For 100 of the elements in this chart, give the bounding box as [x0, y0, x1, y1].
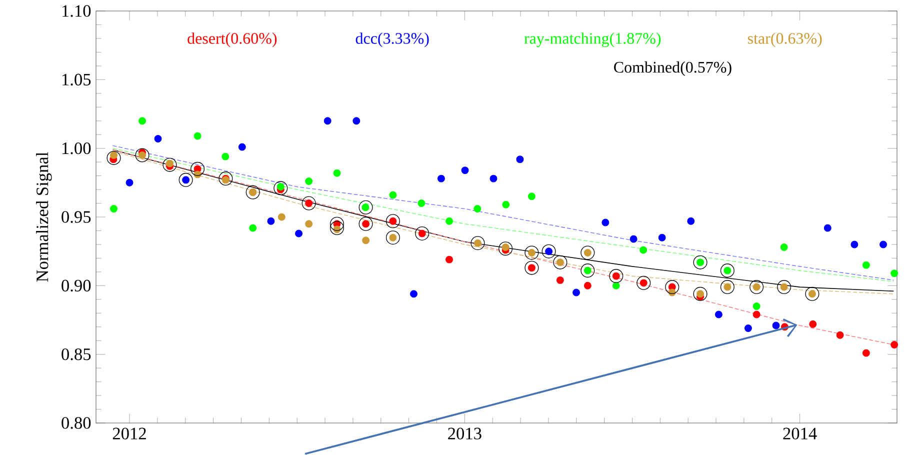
point: [446, 256, 453, 264]
point: [640, 246, 648, 254]
point: [194, 132, 202, 140]
point: [609, 269, 624, 284]
point: [302, 196, 316, 210]
point: [110, 205, 118, 212]
point: [524, 246, 539, 260]
point: [305, 220, 313, 228]
point: [502, 200, 510, 208]
point: [461, 166, 469, 174]
point: [862, 349, 870, 357]
text: star(0.63%): [748, 32, 822, 48]
point: [410, 290, 418, 298]
point: [218, 172, 233, 186]
point: [238, 143, 246, 151]
point: [358, 200, 373, 214]
y-tick-label: 0.95: [62, 211, 91, 223]
point: [580, 264, 595, 278]
y-tick-label: 1.00: [62, 142, 91, 154]
x-tick-label: 2013: [448, 428, 482, 440]
point: [386, 214, 400, 228]
point: [135, 148, 150, 162]
point: [126, 178, 134, 186]
point: [824, 224, 832, 232]
point: [516, 156, 524, 164]
point: [693, 255, 708, 270]
point: [474, 205, 482, 212]
point: [556, 276, 564, 284]
point: [714, 310, 722, 318]
point: [693, 286, 708, 301]
point: [612, 282, 620, 290]
point: [278, 213, 286, 221]
point: [352, 117, 360, 125]
point: [862, 261, 870, 269]
text: Combined(0.57%): [614, 61, 732, 76]
point: [528, 192, 536, 200]
point: [330, 220, 344, 235]
point: [249, 224, 257, 232]
point: [752, 302, 760, 310]
x-tick-label: 2014: [783, 428, 817, 440]
point: [358, 216, 373, 231]
point: [772, 322, 780, 330]
point: [305, 178, 313, 186]
point: [386, 230, 400, 245]
point: [267, 217, 275, 225]
point: [720, 264, 734, 278]
point: [630, 235, 638, 243]
point: [362, 236, 370, 244]
point: [809, 320, 817, 328]
point: [750, 280, 764, 294]
point: [805, 286, 820, 301]
point: [470, 236, 485, 250]
point: [138, 117, 146, 125]
point: [665, 280, 680, 294]
point: [246, 185, 260, 200]
x-tick-label: 2012: [112, 428, 146, 440]
point: [602, 218, 610, 226]
y-tick-label: 1.05: [62, 74, 91, 86]
point: [295, 230, 303, 238]
point: [780, 243, 788, 251]
point: [580, 246, 595, 260]
point: [744, 324, 752, 332]
point: [389, 191, 397, 199]
y-axis-title: Normalized Signal: [36, 152, 52, 282]
point: [333, 169, 341, 177]
point: [330, 216, 344, 231]
point: [178, 172, 193, 187]
point: [498, 242, 513, 256]
point: [880, 240, 887, 248]
text: ray-matching(1.87%): [524, 32, 661, 48]
point: [274, 181, 288, 196]
text: desert(0.60%): [188, 32, 277, 48]
point: [658, 234, 666, 242]
point: [490, 174, 498, 182]
point: [162, 158, 177, 172]
y-tick-label: 0.80: [62, 417, 91, 429]
point: [446, 217, 453, 225]
point: [752, 310, 760, 318]
point: [542, 244, 556, 258]
point: [106, 150, 121, 165]
point: [190, 162, 205, 176]
point: [687, 217, 695, 225]
point: [553, 255, 568, 270]
point: [836, 331, 844, 339]
point: [584, 282, 592, 290]
y-tick-label: 0.85: [62, 348, 91, 360]
point: [636, 276, 651, 290]
point: [524, 260, 539, 275]
point: [324, 117, 332, 125]
point: [572, 288, 580, 296]
point: [777, 280, 792, 294]
text: dcc(3.33%): [356, 32, 429, 48]
point: [437, 174, 445, 182]
point: [415, 226, 430, 240]
point: [154, 134, 162, 142]
point: [222, 152, 230, 160]
y-tick-label: 0.90: [62, 280, 91, 292]
point: [418, 200, 426, 208]
y-tick-label: 1.10: [62, 5, 91, 17]
point: [720, 280, 734, 294]
